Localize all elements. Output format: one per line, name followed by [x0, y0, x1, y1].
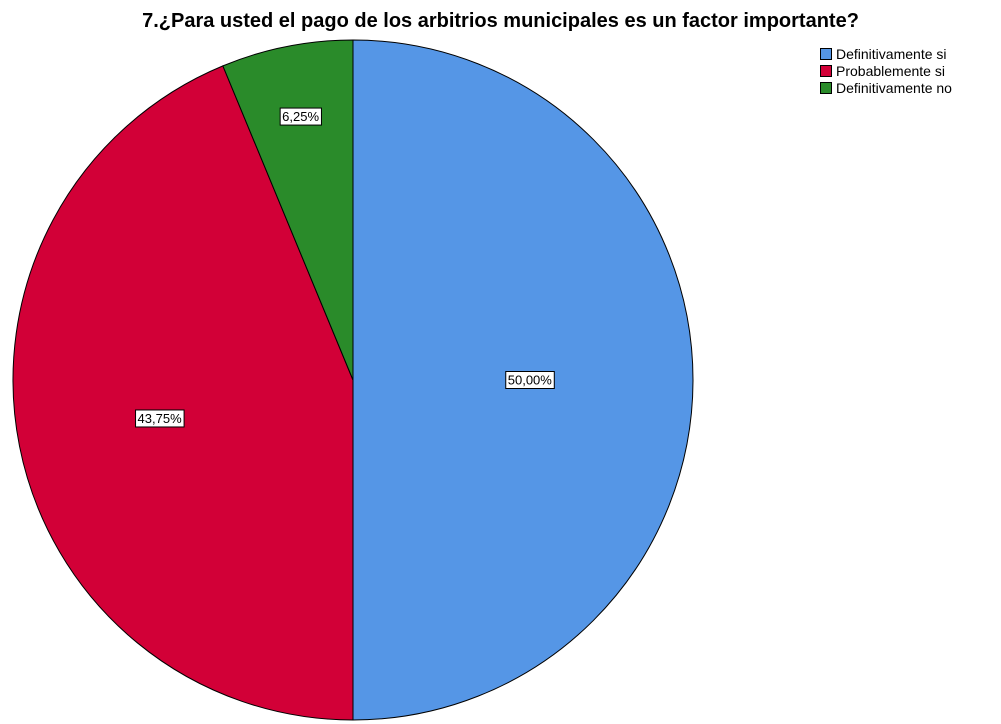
- legend-item-definitivamente-no: Definitivamente no: [820, 79, 952, 96]
- legend-item-probablemente-si: Probablemente si: [820, 62, 952, 79]
- legend-label-definitivamente-no: Definitivamente no: [836, 79, 952, 96]
- slice-labels: 50,00% 43,75% 6,25%: [135, 107, 555, 428]
- legend-label-definitivamente-si: Definitivamente si: [836, 45, 947, 62]
- slice-label-text-definitivamente-no: 6,25%: [282, 109, 319, 124]
- legend-label-probablemente-si: Probablemente si: [836, 62, 945, 79]
- pie-slices: [12, 39, 694, 721]
- slice-label-definitivamente-si: 50,00%: [505, 371, 555, 389]
- slice-label-text-probablemente-si: 43,75%: [138, 411, 183, 426]
- slice-label-definitivamente-no: 6,25%: [279, 107, 322, 126]
- slice-label-text-definitivamente-si: 50,00%: [508, 373, 553, 388]
- slice-label-box-definitivamente-no: [279, 107, 322, 126]
- slice-label-box-definitivamente-si: [505, 371, 555, 389]
- legend-item-definitivamente-si: Definitivamente si: [820, 45, 952, 62]
- legend-swatch-definitivamente-no: [820, 81, 832, 94]
- legend-swatch-definitivamente-si: [820, 47, 832, 60]
- slice-label-box-probablemente-si: [135, 409, 185, 428]
- chart-title: 7.¿Para usted el pago de los arbitrios m…: [142, 10, 859, 32]
- pie-slice-probablemente-si: [12, 65, 354, 721]
- legend-swatch-probablemente-si: [820, 64, 832, 77]
- slice-label-probablemente-si: 43,75%: [135, 409, 185, 428]
- legend: Definitivamente si Probablemente si Defi…: [820, 45, 952, 96]
